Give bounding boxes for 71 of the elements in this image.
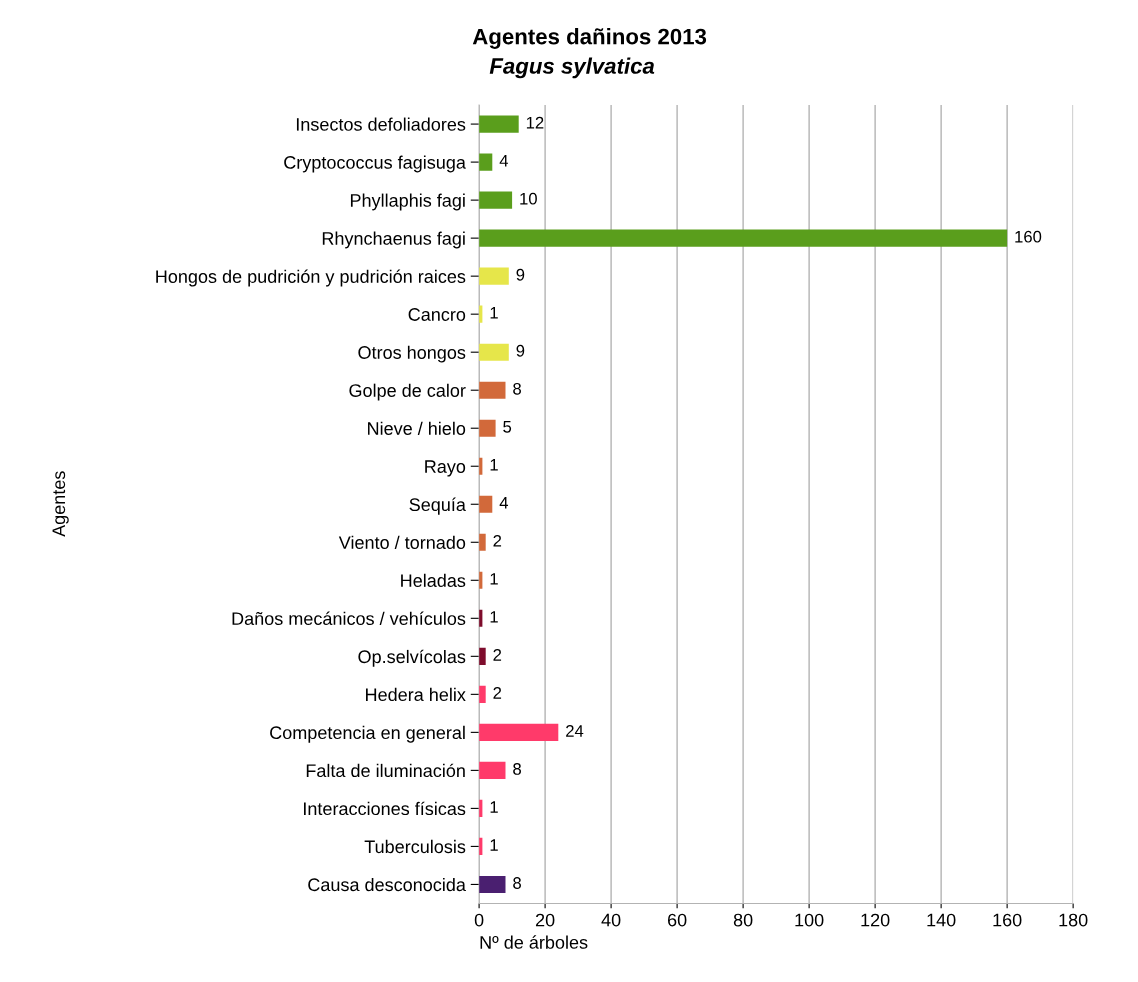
data-label: 1: [490, 459, 498, 471]
data-label: 2: [493, 649, 502, 661]
y-tick-label: Rayo: [425, 460, 466, 477]
x-tick-label: 60: [667, 913, 687, 927]
data-label: 1: [490, 839, 498, 851]
x-tick-label: 0: [474, 913, 484, 927]
chart-title: Agentes dañinos 2013: [472, 28, 707, 49]
y-tick-label: Nieve / hielo: [368, 421, 466, 435]
data-label: 4: [499, 497, 509, 509]
y-tick-label: Hedera helix: [366, 687, 466, 702]
bar: [479, 229, 1008, 247]
y-tick-label: Tuberculosis: [364, 839, 466, 854]
data-label: 160: [1015, 230, 1042, 243]
bar: [479, 761, 506, 779]
data-label: 2: [493, 687, 502, 699]
bar: [479, 723, 559, 741]
bar: [479, 685, 486, 703]
y-tick-label: Interacciones físicas: [304, 801, 466, 816]
data-label: 12: [526, 116, 544, 129]
x-tick-label: 20: [535, 913, 555, 927]
x-tick-label: 100: [795, 913, 824, 927]
x-tick-label: 80: [733, 913, 753, 927]
y-axis-title: Agentes: [52, 471, 69, 537]
data-label: 1: [490, 611, 498, 623]
bar: [479, 875, 506, 893]
y-tick-label: Viento / tornado: [338, 535, 466, 549]
y-tick-label: Op.selvícolas: [358, 649, 466, 667]
data-label: 9: [516, 268, 525, 281]
bar: [479, 191, 513, 209]
bar: [479, 343, 509, 361]
data-label: 9: [516, 344, 525, 357]
y-tick-label: Cancro: [408, 308, 466, 321]
bar: [479, 153, 493, 171]
y-tick-label: Phyllaphis fagi: [350, 193, 465, 211]
x-tick-label: 140: [927, 913, 956, 927]
y-tick-label: Rhynchaenus fagi: [322, 231, 465, 249]
bar: [479, 115, 519, 133]
x-tick-label: 120: [861, 913, 890, 927]
y-tick-label: Sequía: [409, 497, 466, 515]
x-tick-label: 180: [1059, 913, 1088, 927]
data-label: 1: [490, 801, 498, 813]
y-tick-label: Golpe de calor: [349, 383, 466, 401]
y-tick-label: Competencia en general: [270, 725, 465, 743]
y-tick-label: Heladas: [401, 573, 466, 588]
data-label: 24: [566, 725, 584, 737]
data-label: 8: [513, 877, 521, 889]
bar: [479, 381, 506, 399]
x-tick-label: 40: [601, 913, 621, 927]
data-label: 1: [490, 307, 498, 319]
data-label: 1: [490, 573, 498, 585]
bar: [479, 647, 486, 665]
data-label: 8: [513, 763, 521, 775]
y-tick-label: Causa desconocida: [308, 877, 466, 892]
y-tick-label: Daños mecánicos / vehículos: [232, 611, 466, 626]
y-tick-label: Insectos defoliadores: [296, 117, 466, 131]
data-label: 4: [499, 154, 509, 167]
x-axis-title: Nº de árboles: [480, 935, 588, 949]
data-label: 5: [503, 421, 512, 433]
bar: [479, 419, 496, 437]
chart-subtitle: Fagus sylvatica: [489, 57, 655, 79]
y-tick-label: Otros hongos: [358, 345, 466, 363]
data-label: 2: [493, 534, 502, 547]
bar: [479, 533, 486, 551]
y-tick-label: Falta de iluminación: [306, 763, 465, 778]
data-label: 8: [513, 382, 521, 395]
bar: [479, 267, 509, 285]
x-tick-label: 160: [993, 913, 1022, 927]
y-tick-label: Hongos de pudrición y pudrición raices: [156, 269, 466, 287]
data-label: 10: [520, 192, 537, 205]
y-tick-label: Cryptococcus fagisuga: [284, 155, 466, 173]
bar: [479, 495, 493, 513]
